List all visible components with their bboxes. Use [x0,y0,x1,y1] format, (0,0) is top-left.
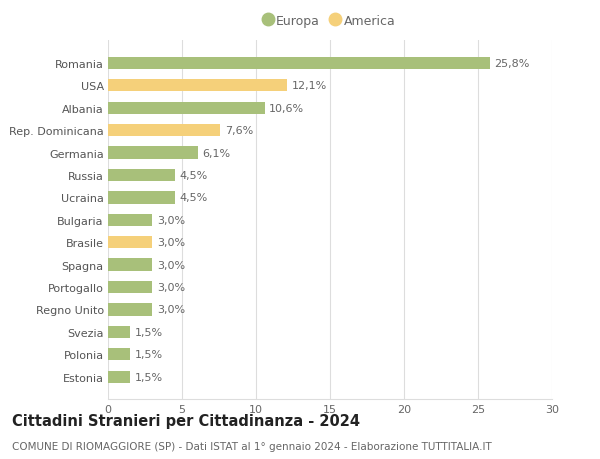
Text: 3,0%: 3,0% [157,260,185,270]
Bar [108,80,287,92]
Text: 1,5%: 1,5% [134,327,163,337]
Bar [108,214,152,226]
Text: 10,6%: 10,6% [269,103,304,113]
Text: 1,5%: 1,5% [134,372,163,382]
Bar [108,192,175,204]
Text: 1,5%: 1,5% [134,350,163,359]
Text: Cittadini Stranieri per Cittadinanza - 2024: Cittadini Stranieri per Cittadinanza - 2… [12,413,360,428]
Bar [108,304,152,316]
Bar [108,326,130,338]
Text: 3,0%: 3,0% [157,305,185,315]
Bar [108,102,265,115]
Bar [108,147,198,159]
Text: 4,5%: 4,5% [179,171,207,180]
Text: COMUNE DI RIOMAGGIORE (SP) - Dati ISTAT al 1° gennaio 2024 - Elaborazione TUTTIT: COMUNE DI RIOMAGGIORE (SP) - Dati ISTAT … [12,441,492,451]
Text: 25,8%: 25,8% [494,59,530,69]
Bar [108,371,130,383]
Bar [108,259,152,271]
Text: 3,0%: 3,0% [157,215,185,225]
Legend: Europa, America: Europa, America [261,11,399,32]
Text: 4,5%: 4,5% [179,193,207,203]
Bar [108,57,490,70]
Text: 7,6%: 7,6% [225,126,253,136]
Bar [108,125,220,137]
Bar [108,236,152,249]
Text: 6,1%: 6,1% [203,148,231,158]
Bar [108,348,130,361]
Text: 3,0%: 3,0% [157,238,185,248]
Text: 3,0%: 3,0% [157,282,185,292]
Bar [108,281,152,294]
Bar [108,169,175,182]
Text: 12,1%: 12,1% [292,81,327,91]
